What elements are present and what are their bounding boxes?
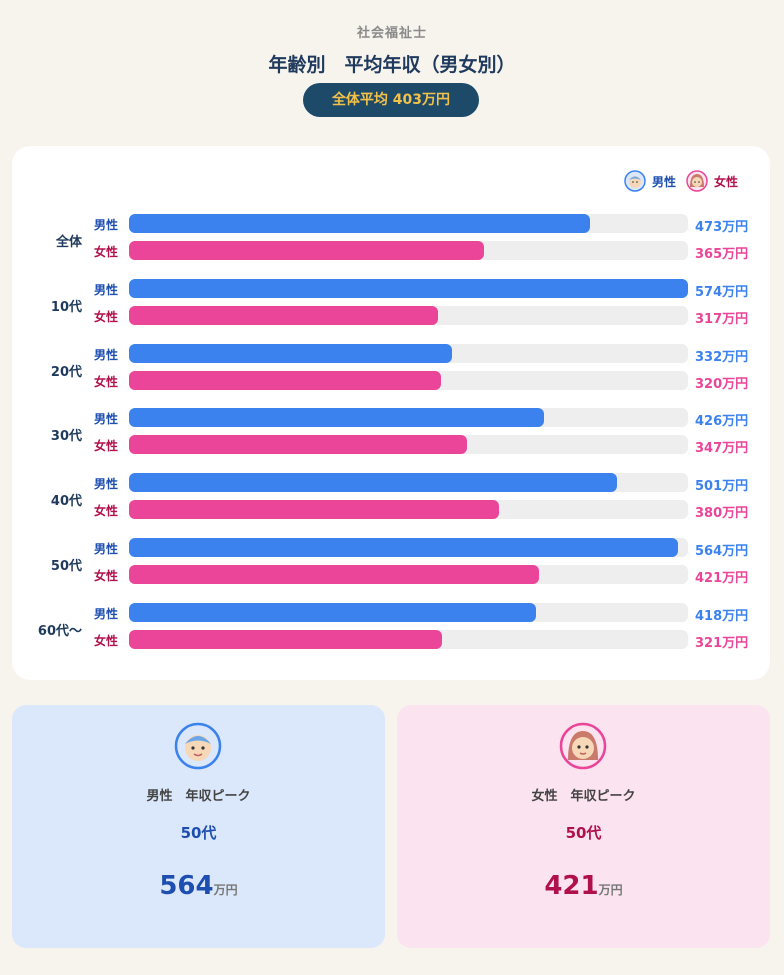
peak-value-male: 564万円 [12, 871, 385, 901]
peak-age-male: 50代 [180, 824, 217, 842]
overall-average-badge: 全体平均 403万円 [303, 83, 479, 117]
series-label: 女性 [93, 374, 118, 389]
female-avatar-icon [559, 722, 607, 770]
data-label: 421万円 [695, 571, 749, 586]
bar-female [129, 500, 500, 520]
peak-number-male: 564 [159, 871, 214, 901]
data-label: 365万円 [695, 247, 749, 262]
series-label: 女性 [93, 439, 118, 454]
bar-male [129, 408, 544, 428]
series-label: 男性 [93, 282, 118, 297]
male-avatar-icon [624, 170, 646, 192]
bar-male [129, 602, 537, 622]
series-label: 女性 [93, 633, 118, 648]
bar-track [129, 629, 688, 649]
series-label: 女性 [93, 504, 118, 519]
series-label: 女性 [93, 309, 118, 324]
bar-track [129, 538, 688, 557]
male-avatar-icon [174, 722, 222, 770]
category-label: 60代〜 [37, 623, 82, 639]
chart-legend: 男性 女性 [614, 170, 738, 192]
peak-unit-male: 万円 [213, 883, 238, 897]
data-label: 473万円 [695, 220, 749, 235]
category-label: 50代 [50, 559, 82, 574]
category-label: 全体 [55, 235, 82, 250]
data-label: 320万円 [695, 376, 749, 392]
bar-track [129, 370, 688, 390]
data-label: 321万円 [695, 635, 749, 651]
header-subtitle: 社会福祉士 [356, 26, 427, 41]
legend-label-male: 男性 [652, 174, 677, 189]
data-label: 332万円 [695, 349, 749, 365]
bar-track [129, 241, 688, 260]
series-label: 女性 [93, 569, 118, 583]
bar-male [129, 214, 590, 233]
bar-female [129, 629, 442, 649]
bar-female [129, 435, 467, 455]
bar-track [129, 214, 688, 233]
female-avatar-icon [686, 170, 708, 192]
page-title: 年齢別 平均年収（男女別） [268, 54, 516, 76]
data-label: 418万円 [695, 608, 749, 624]
series-label: 男性 [93, 218, 118, 232]
bar-female [129, 565, 539, 584]
series-label: 男性 [93, 347, 118, 362]
data-label: 347万円 [695, 441, 749, 457]
data-label: 501万円 [695, 479, 749, 495]
bar-track [129, 602, 688, 622]
bar-female [129, 305, 438, 325]
series-label: 男性 [93, 542, 118, 556]
category-label: 30代 [50, 429, 82, 445]
data-label: 574万円 [695, 284, 749, 300]
category-label: 10代 [50, 299, 82, 315]
data-label: 564万円 [695, 544, 749, 559]
legend-label-female: 女性 [714, 174, 739, 189]
bar-male [129, 473, 617, 493]
peak-value-female: 421万円 [397, 871, 770, 901]
bar-track [129, 305, 688, 325]
peak-age-female: 50代 [565, 824, 602, 842]
category-label: 20代 [50, 364, 82, 380]
series-label: 女性 [93, 245, 118, 259]
peak-unit-female: 万円 [598, 883, 623, 897]
legend-item-female: 女性 [686, 170, 738, 192]
peak-title-male: 男性 年収ピーク [146, 789, 251, 804]
peak-card-female: 女性 年収ピーク 50代 421万円 [397, 705, 770, 948]
bar-track [129, 408, 688, 428]
bar-track [129, 343, 688, 363]
bar-track [129, 473, 688, 493]
bar-male [129, 343, 453, 363]
peak-number-female: 421 [544, 871, 599, 901]
series-label: 男性 [93, 477, 118, 492]
bar-track [129, 278, 688, 298]
bar-male [129, 278, 688, 298]
series-label: 男性 [93, 412, 118, 427]
data-label: 426万円 [695, 414, 749, 430]
bar-track [129, 500, 688, 520]
data-label: 317万円 [695, 311, 749, 327]
series-label: 男性 [93, 606, 118, 621]
category-label: 40代 [50, 494, 82, 510]
bar-female [129, 370, 441, 390]
bar-male [129, 538, 679, 557]
data-label: 380万円 [695, 506, 749, 522]
bar-track [129, 435, 688, 455]
legend-item-male: 男性 [624, 170, 676, 192]
peak-card-male: 男性 年収ピーク 50代 564万円 [12, 705, 385, 948]
bar-female [129, 241, 485, 260]
peak-title-female: 女性 年収ピーク [531, 789, 636, 804]
bar-track [129, 565, 688, 584]
